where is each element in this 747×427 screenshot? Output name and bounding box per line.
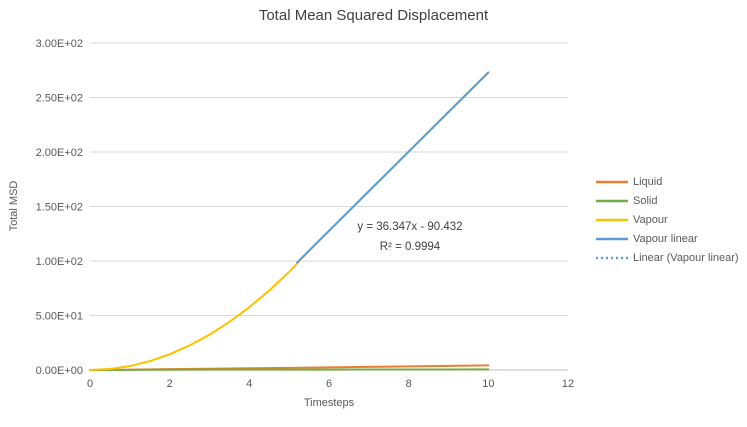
x-axis-title: Timesteps (303, 397, 355, 409)
chart-title: Total Mean Squared Displacement (258, 7, 489, 24)
series-solid (89, 368, 490, 371)
legend-item-vapour-linear: Vapour linear (596, 233, 746, 245)
x-tick-label: 12 (562, 378, 574, 390)
x-tick-label: 2 (167, 378, 173, 390)
legend-label: Vapour (633, 214, 668, 226)
legend-item-linear-vapour-linear: Linear (Vapour linear) (596, 252, 746, 264)
y-tick-label: 5.00E+01 (36, 311, 83, 323)
legend-swatch-linear-vapour-linear (596, 256, 628, 260)
x-tick-label: 10 (482, 378, 494, 390)
legend-label: Linear (Vapour linear) (633, 252, 739, 264)
y-tick-label: 0.00E+00 (36, 365, 83, 377)
y-tick-label: 1.50E+02 (36, 202, 83, 214)
legend-swatch-vapour-linear (596, 237, 628, 241)
legend-swatch-vapour (596, 218, 628, 222)
x-tick-label: 8 (406, 378, 412, 390)
x-tick-label: 6 (326, 378, 332, 390)
legend-label: Liquid (633, 176, 663, 188)
y-tick-label: 2.00E+02 (36, 147, 83, 159)
legend-swatch-solid (596, 199, 628, 203)
series-linear-vapour-linear (296, 71, 490, 264)
y-tick-label: 2.50E+02 (36, 93, 83, 105)
legend-swatch-liquid (596, 180, 628, 184)
trendline-equation: y = 36.347x - 90.432 (357, 221, 463, 233)
legend-item-vapour: Vapour (596, 214, 746, 226)
legend-item-liquid: Liquid (596, 176, 746, 188)
trendline-annotation: y = 36.347x - 90.432 R² = 0.9994 (330, 217, 490, 257)
y-tick-label: 3.00E+02 (36, 38, 83, 50)
legend-label: Vapour linear (633, 233, 698, 245)
x-tick-label: 4 (246, 378, 252, 390)
legend-item-solid: Solid (596, 195, 746, 207)
x-tick-label: 0 (87, 378, 93, 390)
legend: Liquid Solid Vapour Vapour linear Linear (Va… (596, 176, 746, 264)
legend-label: Solid (633, 195, 658, 207)
y-axis-title: Total MSD (8, 180, 20, 232)
trendline-r-squared: R² = 0.9994 (379, 241, 441, 254)
y-tick-label: 1.00E+02 (36, 256, 83, 268)
